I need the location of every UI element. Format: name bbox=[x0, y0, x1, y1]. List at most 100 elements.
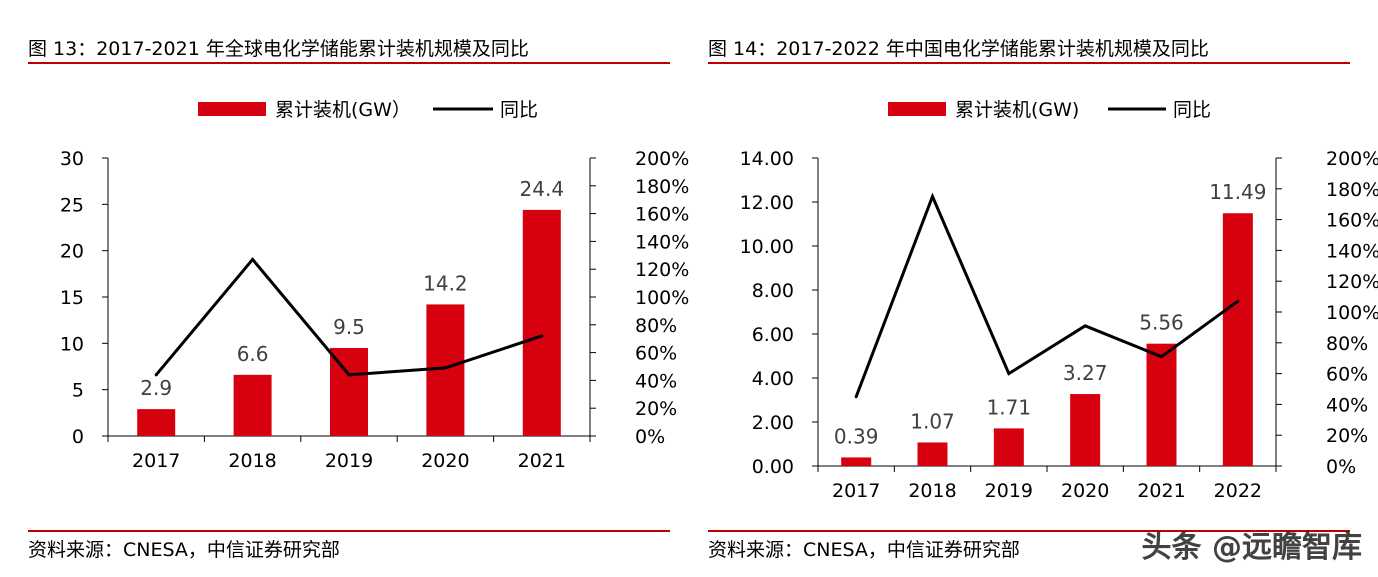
title-rule bbox=[28, 62, 670, 64]
left-axis-tick-label: 30 bbox=[60, 148, 84, 170]
bar-value-label: 1.07 bbox=[910, 409, 955, 433]
right-axis-tick-label: 160% bbox=[1326, 210, 1378, 232]
left-axis-tick-label: 6.00 bbox=[752, 324, 794, 346]
figure-13-title: 图 13：2017-2021 年全球电化学储能累计装机规模及同比 bbox=[28, 38, 529, 60]
yoy-point-2021 bbox=[1160, 355, 1163, 359]
bar-value-label: 5.56 bbox=[1139, 311, 1184, 335]
left-axis-tick-label: 10.00 bbox=[740, 236, 794, 258]
yoy-point-2021 bbox=[540, 334, 544, 338]
x-axis-category-label: 2020 bbox=[1061, 480, 1109, 502]
x-axis-category-label: 2018 bbox=[908, 480, 956, 502]
x-axis-category-label: 2021 bbox=[1137, 480, 1185, 502]
left-axis-tick-label: 20 bbox=[60, 241, 84, 263]
legend-bar-swatch bbox=[888, 102, 946, 116]
right-axis-tick-label: 100% bbox=[635, 287, 689, 309]
right-axis-tick-label: 80% bbox=[1326, 333, 1368, 355]
bar-value-label: 6.6 bbox=[237, 342, 269, 366]
left-axis-tick-label: 0 bbox=[72, 426, 84, 448]
figure-14-source: 资料来源：CNESA，中信证券研究部 bbox=[708, 539, 1020, 561]
left-axis-tick-label: 0.00 bbox=[752, 456, 794, 478]
bar-2018 bbox=[233, 374, 272, 436]
x-axis-category-label: 2019 bbox=[985, 480, 1033, 502]
legend-line-label: 同比 bbox=[1173, 99, 1211, 121]
right-axis-tick-label: 200% bbox=[635, 148, 689, 170]
bar-2017 bbox=[137, 409, 176, 436]
figure-13-chart: 0 5 10 15 20 25 30 0% 20% 40% 60% 80% 100% 120% 140% 16… bbox=[60, 99, 690, 472]
right-axis-tick-label: 140% bbox=[635, 231, 689, 253]
yoy-point-2019 bbox=[347, 373, 351, 377]
bar-value-label: 0.39 bbox=[834, 424, 879, 448]
x-axis-category-label: 2020 bbox=[421, 450, 469, 472]
legend-line-label: 同比 bbox=[500, 99, 538, 121]
right-axis-tick-label: 0% bbox=[635, 426, 665, 448]
x-axis-category-label: 2021 bbox=[518, 450, 566, 472]
yoy-point-2018 bbox=[251, 257, 255, 261]
yoy-point-2018 bbox=[931, 195, 934, 198]
bar-2018 bbox=[917, 442, 948, 466]
x-axis-category-label: 2022 bbox=[1214, 480, 1262, 502]
bar-2017 bbox=[841, 457, 872, 466]
right-axis-tick-label: 180% bbox=[635, 176, 689, 198]
right-axis-tick-label: 40% bbox=[635, 370, 677, 392]
legend-bar-label: 累计装机(GW） bbox=[275, 99, 411, 121]
bar-value-label: 11.49 bbox=[1209, 180, 1266, 204]
bar-value-label: 24.4 bbox=[520, 177, 565, 201]
bar-2019 bbox=[330, 347, 368, 436]
bar-value-label: 14.2 bbox=[423, 271, 468, 295]
left-axis-tick-label: 5 bbox=[72, 380, 84, 402]
bar-2022 bbox=[1222, 213, 1253, 466]
right-axis-tick-label: 160% bbox=[635, 204, 689, 226]
right-axis-tick-label: 40% bbox=[1326, 394, 1368, 416]
right-axis-tick-label: 120% bbox=[635, 259, 689, 281]
yoy-point-2020 bbox=[1083, 324, 1087, 328]
right-axis-tick-label: 100% bbox=[1326, 302, 1378, 324]
x-axis-category-label: 2019 bbox=[325, 450, 373, 472]
left-axis-tick-label: 2.00 bbox=[752, 412, 794, 434]
yoy-point-2019 bbox=[1007, 372, 1011, 376]
yoy-point-2017 bbox=[854, 395, 858, 399]
figure-14-title: 图 14：2017-2022 年中国电化学储能累计装机规模及同比 bbox=[708, 38, 1209, 60]
right-axis-tick-label: 80% bbox=[635, 315, 677, 337]
bar-value-label: 1.71 bbox=[987, 395, 1032, 419]
legend-bar-swatch bbox=[198, 102, 266, 116]
watermark: 头条 @远瞻智库 bbox=[1141, 530, 1362, 565]
left-axis-tick-label: 14.00 bbox=[740, 148, 794, 170]
figure-13-source: 资料来源：CNESA，中信证券研究部 bbox=[28, 539, 340, 561]
bar-2019 bbox=[993, 428, 1024, 466]
yoy-point-2022 bbox=[1236, 299, 1240, 303]
right-axis-tick-label: 200% bbox=[1326, 148, 1378, 170]
figure-13-panel: 图 13：2017-2021 年全球电化学储能累计装机规模及同比 0 5 10 15 2… bbox=[28, 0, 690, 577]
yoy-point-2020 bbox=[443, 366, 447, 370]
x-axis-category-label: 2018 bbox=[228, 450, 276, 472]
left-axis-tick-label: 15 bbox=[60, 287, 84, 309]
x-axis-category-label: 2017 bbox=[132, 450, 180, 472]
bar-2020 bbox=[1070, 394, 1101, 466]
left-axis-tick-label: 10 bbox=[60, 333, 84, 355]
figure-14-chart: 0.00 2.00 4.00 6.00 8.00 10.00 12.00 14.00 0% 20%… bbox=[740, 99, 1378, 502]
bar-value-label: 9.5 bbox=[333, 315, 365, 339]
right-axis-tick-label: 0% bbox=[1326, 456, 1356, 478]
right-axis-tick-label: 180% bbox=[1326, 179, 1378, 201]
left-axis-tick-label: 25 bbox=[60, 194, 84, 216]
yoy-line bbox=[854, 192, 1239, 398]
x-axis-category-label: 2017 bbox=[832, 480, 880, 502]
left-axis-tick-label: 8.00 bbox=[752, 280, 794, 302]
left-axis-tick-label: 4.00 bbox=[752, 368, 794, 390]
source-rule bbox=[708, 530, 1350, 532]
right-axis-tick-label: 20% bbox=[1326, 425, 1368, 447]
right-axis-tick-label: 140% bbox=[1326, 240, 1378, 262]
bar-2021 bbox=[1146, 343, 1177, 466]
left-axis-tick-label: 12.00 bbox=[740, 192, 794, 214]
bar-2021 bbox=[522, 209, 561, 436]
figure-14-panel: 图 14：2017-2022 年中国电化学储能累计装机规模及同比 0.00 2.0… bbox=[708, 0, 1378, 577]
source-rule bbox=[28, 530, 670, 532]
title-rule bbox=[708, 62, 1350, 64]
right-axis-tick-label: 20% bbox=[635, 398, 677, 420]
right-axis-tick-label: 60% bbox=[635, 343, 677, 365]
right-axis-tick-label: 60% bbox=[1326, 364, 1368, 386]
yoy-point-2017 bbox=[154, 373, 158, 377]
bar-value-label: 3.27 bbox=[1063, 361, 1108, 385]
right-axis-tick-label: 120% bbox=[1326, 271, 1378, 293]
legend-bar-label: 累计装机(GW) bbox=[955, 99, 1079, 121]
bar-value-label: 2.9 bbox=[140, 376, 172, 400]
